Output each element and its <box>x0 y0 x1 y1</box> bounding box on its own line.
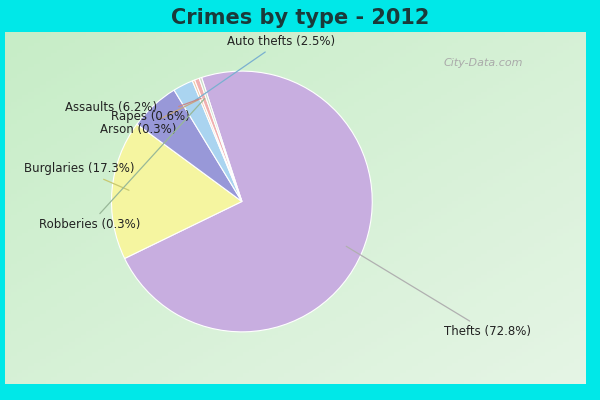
Text: City-Data.com: City-Data.com <box>443 58 523 68</box>
Text: Auto thefts (2.5%): Auto thefts (2.5%) <box>194 35 335 101</box>
Wedge shape <box>199 78 242 202</box>
Wedge shape <box>125 71 372 332</box>
Text: Arson (0.3%): Arson (0.3%) <box>100 100 198 136</box>
Wedge shape <box>112 124 242 258</box>
Wedge shape <box>174 81 242 202</box>
Text: Rapes (0.6%): Rapes (0.6%) <box>111 98 201 123</box>
Text: Thefts (72.8%): Thefts (72.8%) <box>346 246 531 338</box>
Text: Robberies (0.3%): Robberies (0.3%) <box>39 98 205 232</box>
Wedge shape <box>194 78 242 202</box>
Wedge shape <box>193 80 242 202</box>
Text: Crimes by type - 2012: Crimes by type - 2012 <box>171 8 429 28</box>
Wedge shape <box>137 90 242 202</box>
Text: Burglaries (17.3%): Burglaries (17.3%) <box>25 162 135 190</box>
Text: Assaults (6.2%): Assaults (6.2%) <box>65 101 164 119</box>
